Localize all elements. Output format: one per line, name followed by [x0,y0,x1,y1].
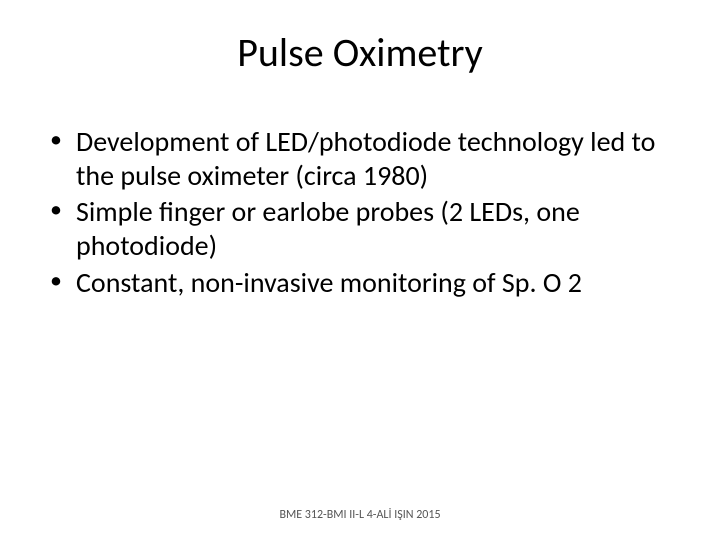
bullet-item: Simple finger or earlobe probes (2 LEDs,… [48,195,684,263]
slide-title: Pulse Oximetry [0,28,720,77]
slide: Pulse Oximetry Development of LED/photod… [0,0,720,540]
slide-content: Development of LED/photodiode technology… [0,125,720,300]
bullet-item: Constant, non-invasive monitoring of Sp.… [48,266,684,300]
slide-footer: BME 312-BMI II-L 4-ALİ IŞIN 2015 [0,508,720,522]
bullet-item: Development of LED/photodiode technology… [48,125,684,193]
bullet-list: Development of LED/photodiode technology… [48,125,684,300]
